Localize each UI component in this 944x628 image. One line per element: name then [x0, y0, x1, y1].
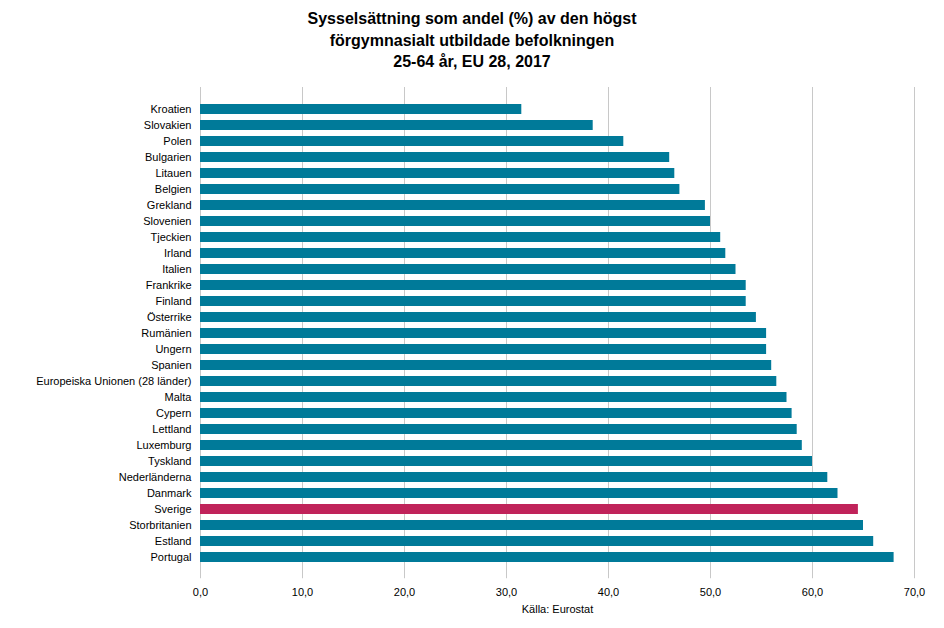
svg-text:50,0: 50,0	[700, 585, 721, 597]
svg-text:Ungern: Ungern	[155, 343, 191, 355]
svg-text:Tyskland: Tyskland	[148, 455, 191, 467]
svg-text:70,0: 70,0	[904, 585, 925, 597]
svg-text:Litauen: Litauen	[155, 167, 191, 179]
svg-text:60,0: 60,0	[802, 585, 823, 597]
svg-text:Luxemburg: Luxemburg	[136, 439, 191, 451]
svg-text:Malta: Malta	[165, 391, 193, 403]
svg-text:Irland: Irland	[164, 247, 192, 259]
svg-text:Portugal: Portugal	[151, 551, 192, 563]
svg-text:Kroatien: Kroatien	[151, 103, 192, 115]
svg-text:Spanien: Spanien	[151, 359, 191, 371]
svg-text:10,0: 10,0	[292, 585, 313, 597]
svg-text:Polen: Polen	[163, 135, 191, 147]
svg-text:Frankrike: Frankrike	[146, 279, 192, 291]
svg-text:Europeiska Unionen (28 länder): Europeiska Unionen (28 länder)	[36, 375, 191, 387]
svg-text:20,0: 20,0	[394, 585, 415, 597]
svg-text:40,0: 40,0	[598, 585, 619, 597]
svg-text:Belgien: Belgien	[155, 183, 192, 195]
svg-text:Grekland: Grekland	[147, 199, 192, 211]
svg-text:Italien: Italien	[162, 263, 191, 275]
svg-text:Källa: Eurostat: Källa: Eurostat	[522, 603, 594, 615]
svg-text:Slovakien: Slovakien	[144, 119, 192, 131]
svg-text:Österrike: Österrike	[147, 311, 192, 323]
svg-text:Slovenien: Slovenien	[143, 215, 191, 227]
svg-text:0,0: 0,0	[193, 585, 208, 597]
html-text:Sysselsättning som andel (%) a: Sysselsättning som andel (%) av den högs…	[307, 10, 637, 71]
svg-text:Lettland: Lettland	[152, 423, 191, 435]
svg-text:Sverige: Sverige	[154, 503, 191, 515]
svg-text:Tjeckien: Tjeckien	[151, 231, 192, 243]
svg-text:30,0: 30,0	[496, 585, 517, 597]
svg-text:Danmark: Danmark	[147, 487, 192, 499]
svg-text:Rumänien: Rumänien	[141, 327, 191, 339]
svg-text:Estland: Estland	[155, 535, 192, 547]
svg-text:Nederländerna: Nederländerna	[119, 471, 193, 483]
svg-text:Cypern: Cypern	[156, 407, 191, 419]
svg-text:Storbritanien: Storbritanien	[129, 519, 191, 531]
svg-text:Bulgarien: Bulgarien	[145, 151, 191, 163]
svg-text:Finland: Finland	[155, 295, 191, 307]
